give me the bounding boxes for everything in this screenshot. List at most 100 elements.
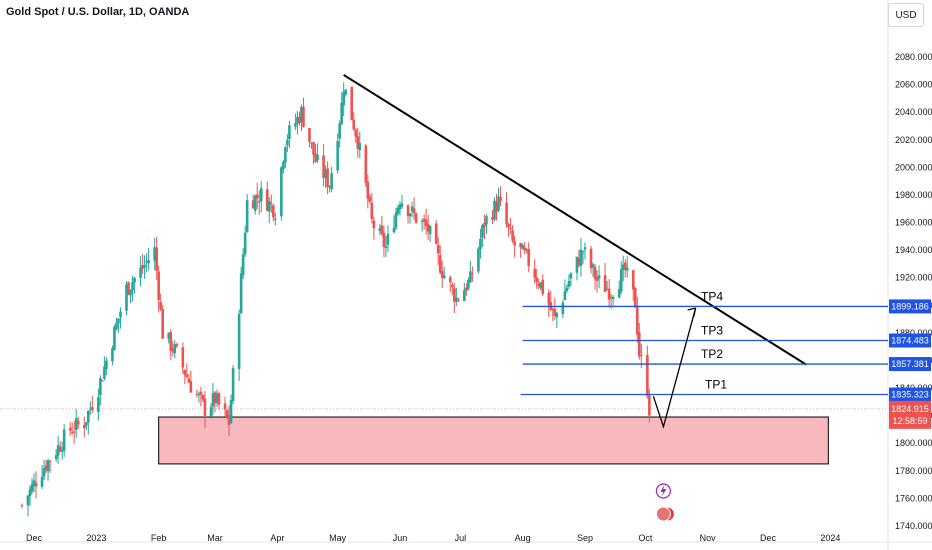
- candle-body: [428, 226, 432, 235]
- candle-body: [237, 313, 241, 369]
- candle-body: [131, 282, 134, 291]
- candle-body: [84, 422, 88, 426]
- candle-body: [583, 247, 587, 250]
- candle-body: [161, 308, 165, 339]
- time-axis-label: Apr: [270, 533, 284, 543]
- price-axis-label: 1920.000: [895, 273, 932, 283]
- candle-body: [533, 268, 537, 278]
- candle-body: [257, 200, 261, 203]
- candle-body: [442, 275, 446, 278]
- candle-body: [56, 445, 60, 456]
- price-tag-tp1: [889, 387, 931, 402]
- candle-body: [463, 290, 466, 302]
- candle-body: [103, 366, 106, 379]
- level-label-tp1: TP1: [705, 378, 727, 392]
- time-axis-label: 2023: [86, 533, 106, 543]
- time-axis-label: Aug: [515, 533, 531, 543]
- candle-body: [229, 400, 233, 423]
- candle-body: [621, 264, 625, 270]
- candle-body: [272, 205, 275, 218]
- candle-body: [143, 264, 146, 268]
- candle-body: [406, 205, 410, 217]
- candle-body: [72, 431, 76, 433]
- candle-body: [129, 289, 132, 296]
- time-axis-label: 2024: [820, 533, 840, 543]
- candle-body: [298, 116, 301, 124]
- candle-body: [46, 460, 50, 472]
- candle-body: [593, 267, 597, 280]
- candle-body: [159, 302, 162, 310]
- candle-body: [245, 200, 249, 232]
- candle-body: [267, 201, 271, 212]
- candle-body: [541, 279, 545, 294]
- candle-body: [551, 308, 555, 311]
- candle-body: [452, 288, 456, 302]
- candle-body: [294, 123, 297, 127]
- chart-title: Gold Spot / U.S. Dollar, 1D, OANDA: [6, 6, 190, 18]
- candle-body: [384, 246, 388, 248]
- candle-body: [505, 202, 508, 225]
- candle-body: [609, 296, 613, 298]
- candle-body: [336, 141, 339, 171]
- candle-body: [635, 305, 639, 335]
- candle-body: [392, 227, 396, 233]
- candle-body: [344, 89, 347, 95]
- candle-body: [338, 123, 341, 139]
- candle-body: [153, 247, 156, 261]
- candle-body: [259, 188, 263, 201]
- candle-body: [382, 232, 386, 247]
- candle-body: [394, 212, 398, 229]
- candle-body: [82, 425, 86, 429]
- candle-body: [127, 282, 130, 295]
- candle-body: [28, 489, 32, 497]
- price-tag-tp3: [889, 333, 931, 348]
- candle-body: [507, 224, 510, 228]
- price-axis-label: 1800.000: [895, 438, 932, 448]
- candle-body: [581, 251, 585, 253]
- candle-body: [211, 392, 215, 407]
- candle-body: [199, 391, 203, 395]
- time-axis-label: Dec: [26, 533, 43, 543]
- candle-body: [380, 225, 384, 234]
- candle-body: [119, 311, 122, 318]
- candle-body: [519, 243, 522, 248]
- projection-path[interactable]: [652, 307, 697, 429]
- candle-body: [372, 220, 376, 229]
- candle-body: [646, 354, 649, 396]
- candle-body: [30, 484, 34, 492]
- trendline[interactable]: [343, 74, 807, 366]
- candle-body: [99, 378, 102, 396]
- candle-body: [605, 289, 609, 291]
- candle-body: [117, 318, 120, 324]
- candle-body: [491, 217, 494, 220]
- candle-body: [358, 142, 362, 150]
- candle-body: [255, 194, 259, 199]
- lightning-icon: [660, 485, 667, 497]
- candle-body: [91, 406, 94, 411]
- candle-body: [350, 86, 354, 121]
- candle-body: [231, 368, 235, 401]
- time-axis-label: Oct: [638, 533, 653, 543]
- candle-body: [412, 208, 416, 214]
- candle-body: [611, 296, 615, 300]
- candle-body: [633, 288, 637, 308]
- candle-body: [169, 332, 173, 351]
- candle-body: [76, 420, 80, 425]
- projection-arrowhead: [687, 307, 697, 318]
- currency-button[interactable]: USD: [888, 3, 924, 27]
- candle-body: [370, 202, 374, 220]
- candle-body: [328, 186, 331, 188]
- level-label-tp4: TP4: [701, 289, 723, 303]
- candle-body: [567, 280, 571, 287]
- candle-body: [577, 258, 581, 266]
- us-flag-icon: [655, 506, 671, 522]
- candle-body: [183, 370, 187, 375]
- candle-body: [201, 395, 205, 400]
- candle-body: [352, 119, 356, 130]
- candle-body: [483, 222, 486, 227]
- candle-body: [241, 254, 245, 276]
- candle-body: [499, 196, 502, 201]
- candle-body: [495, 201, 498, 212]
- candle-body: [469, 271, 472, 283]
